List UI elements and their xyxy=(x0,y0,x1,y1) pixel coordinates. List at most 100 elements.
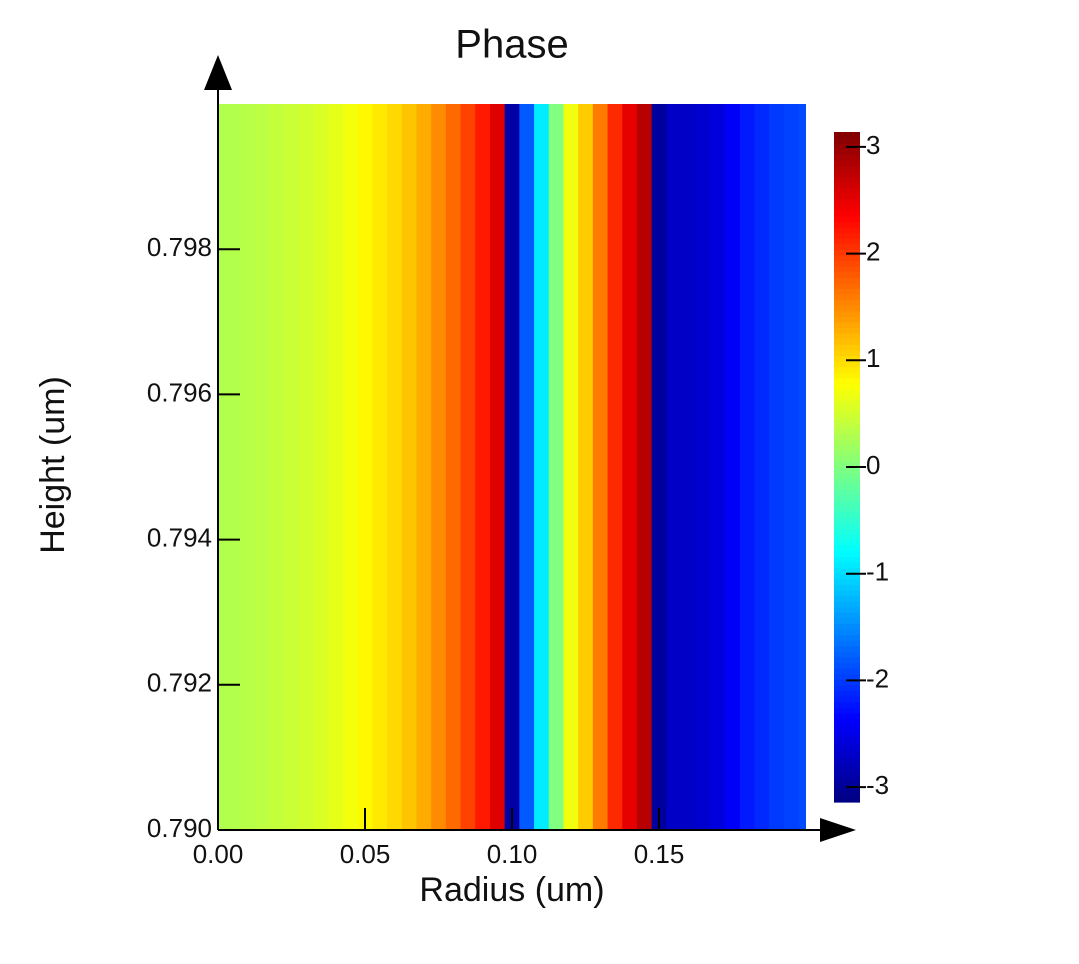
heat-cell xyxy=(218,104,226,830)
colorbar-swatch xyxy=(834,601,860,608)
colorbar-swatch xyxy=(834,489,860,496)
colorbar-swatch xyxy=(834,785,860,792)
colorbar-swatch xyxy=(834,472,860,479)
y-tick-label: 0.794 xyxy=(147,522,212,552)
y-tick-label: 0.792 xyxy=(147,668,212,698)
colorbar-swatch xyxy=(834,679,860,686)
colorbar-swatch xyxy=(834,327,860,334)
colorbar-swatch xyxy=(834,187,860,195)
colorbar-swatch xyxy=(834,729,860,736)
colorbar-swatch xyxy=(834,790,860,798)
x-tick-label: 0.10 xyxy=(487,839,538,869)
colorbar-swatch xyxy=(834,707,860,714)
colorbar-swatch xyxy=(834,444,860,451)
heat-cell xyxy=(636,104,653,830)
heat-cell xyxy=(592,104,609,830)
colorbar-swatch xyxy=(834,645,860,652)
y-tick-label: 0.798 xyxy=(147,232,212,262)
colorbar-swatch xyxy=(834,617,860,624)
colorbar-swatch xyxy=(834,779,860,786)
colorbar-swatch xyxy=(834,388,860,396)
colorbar-swatch xyxy=(834,137,860,144)
y-tick-label: 0.796 xyxy=(147,377,212,407)
colorbar-swatch xyxy=(834,210,860,217)
colorbar-swatch xyxy=(834,534,860,541)
colorbar-swatch xyxy=(834,573,860,580)
colorbar-swatch xyxy=(834,539,860,546)
colorbar-swatch xyxy=(834,427,860,435)
colorbar-swatch xyxy=(834,796,860,803)
heat-cell xyxy=(666,104,682,830)
heat-cell xyxy=(254,104,270,830)
colorbar-swatch xyxy=(834,266,860,273)
colorbar-swatch xyxy=(834,701,860,708)
colorbar-swatch xyxy=(834,478,860,485)
colorbar-swatch xyxy=(834,176,860,183)
y-tick-label: 0.790 xyxy=(147,813,212,843)
colorbar-swatch xyxy=(834,377,860,384)
colorbar-swatch xyxy=(834,288,860,295)
colorbar-swatch xyxy=(834,606,860,613)
heat-cell xyxy=(681,104,697,830)
colorbar-swatch xyxy=(834,668,860,675)
colorbar-swatch xyxy=(834,394,860,401)
colorbar-swatch xyxy=(834,757,860,764)
heat-cell xyxy=(416,104,432,830)
colorbar-swatch xyxy=(834,578,860,585)
colorbar-swatch xyxy=(834,584,860,591)
chart-title: Phase xyxy=(455,23,568,67)
colorbar-swatch xyxy=(834,238,860,245)
colorbar-swatch xyxy=(834,640,860,647)
colorbar-tick-label: 3 xyxy=(866,130,880,160)
x-tick-label: 0.00 xyxy=(193,839,244,869)
heat-cell xyxy=(563,104,579,830)
heat-cell xyxy=(651,104,667,830)
colorbar-tick-label: 0 xyxy=(866,450,880,480)
colorbar-swatch xyxy=(834,333,860,340)
colorbar-swatch xyxy=(834,634,860,641)
x-axis-label: Radius (um) xyxy=(419,871,604,909)
colorbar-swatch xyxy=(834,762,860,770)
colorbar-swatch xyxy=(834,154,860,161)
colorbar-swatch xyxy=(834,695,860,703)
heat-cell xyxy=(739,104,756,830)
heat-cell xyxy=(504,104,520,830)
heat-cell xyxy=(328,104,344,830)
colorbar-swatch xyxy=(834,433,860,440)
colorbar-swatch xyxy=(834,383,860,390)
heat-cell xyxy=(725,104,741,830)
colorbar-swatch xyxy=(834,249,860,256)
colorbar-swatch xyxy=(834,651,860,658)
heat-cell xyxy=(548,104,564,830)
colorbar-swatch xyxy=(834,349,860,356)
heat-cell xyxy=(460,104,476,830)
colorbar-swatch xyxy=(834,193,860,200)
heat-cell xyxy=(401,104,417,830)
colorbar-swatch xyxy=(834,355,860,362)
heat-cell xyxy=(710,104,726,830)
colorbar-swatch xyxy=(834,494,860,502)
colorbar-swatch xyxy=(834,455,860,463)
heat-cell xyxy=(519,104,535,830)
heat-cell xyxy=(534,104,550,830)
colorbar-swatch xyxy=(834,522,860,530)
colorbar-swatch xyxy=(834,232,860,239)
heat-cell xyxy=(225,104,241,830)
colorbar-swatch xyxy=(834,500,860,507)
colorbar-swatch xyxy=(834,316,860,323)
colorbar-swatch xyxy=(834,684,860,691)
colorbar-swatch xyxy=(834,338,860,345)
colorbar-swatch xyxy=(834,165,860,172)
colorbar-swatch xyxy=(834,293,860,301)
colorbar-swatch xyxy=(834,226,860,234)
heat-cell xyxy=(754,104,770,830)
colorbar-swatch xyxy=(834,723,860,731)
colorbar-swatch xyxy=(834,628,860,636)
colorbar-tick-label: -3 xyxy=(866,770,889,800)
colorbar-swatch xyxy=(834,589,860,597)
heat-cell xyxy=(798,104,806,830)
colorbar-swatch xyxy=(834,673,860,680)
colorbar-swatch xyxy=(834,740,860,747)
colorbar-swatch xyxy=(834,662,860,669)
